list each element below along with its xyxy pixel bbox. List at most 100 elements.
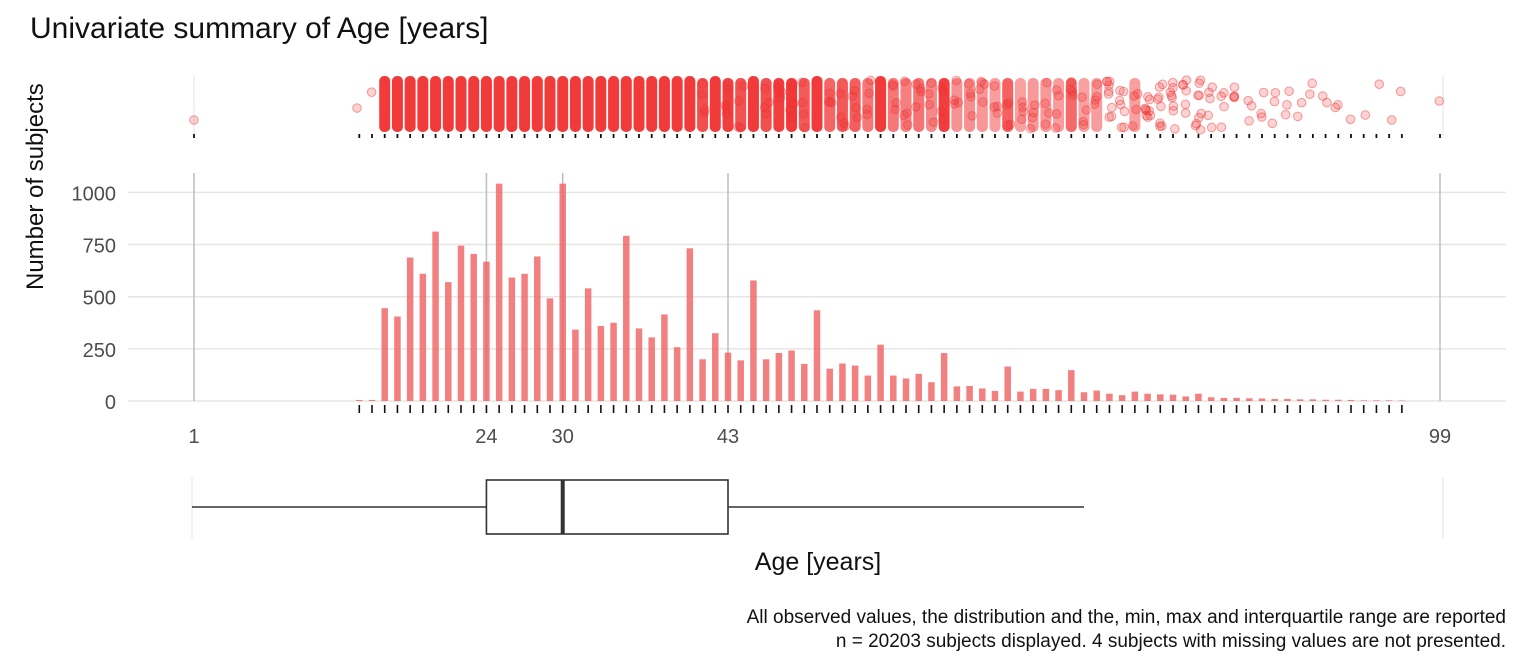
jitter-point bbox=[916, 86, 926, 97]
jitter-point bbox=[721, 103, 731, 113]
jitter-point bbox=[1090, 95, 1101, 105]
jitter-points bbox=[1078, 78, 1090, 132]
jitter-point bbox=[773, 79, 783, 89]
jitter-point bbox=[697, 89, 707, 100]
jitter-point bbox=[1154, 82, 1165, 92]
jitter-points bbox=[1129, 78, 1141, 132]
jitter-point bbox=[965, 88, 976, 99]
histogram-bar bbox=[470, 253, 477, 401]
histogram-bar bbox=[1347, 399, 1355, 401]
jitter-points bbox=[722, 78, 734, 132]
jitter-point bbox=[759, 102, 770, 113]
jitter-point bbox=[1305, 89, 1315, 99]
jitter-point bbox=[1219, 101, 1229, 112]
jitter-point bbox=[1177, 79, 1188, 90]
jitter-point bbox=[1065, 84, 1076, 94]
jitter-point bbox=[1165, 87, 1176, 97]
y-tick-label: 0 bbox=[105, 392, 116, 414]
jitter-point bbox=[775, 92, 786, 103]
jitter-point bbox=[1194, 78, 1205, 88]
jitter-strip-panel bbox=[189, 75, 1445, 138]
jitter-point bbox=[824, 97, 835, 107]
jitter-point bbox=[1207, 82, 1218, 92]
histogram-bar bbox=[1233, 397, 1240, 401]
jitter-points bbox=[1014, 78, 1026, 132]
histogram-bar bbox=[966, 385, 973, 401]
y-tick-label: 250 bbox=[83, 340, 116, 362]
jitter-point bbox=[849, 85, 860, 96]
jitter-point bbox=[1170, 124, 1180, 134]
jitter-point bbox=[899, 110, 909, 121]
jitter-point bbox=[1092, 79, 1102, 90]
jitter-point bbox=[789, 98, 799, 109]
x-tick-label: 30 bbox=[552, 426, 574, 448]
jitter-point bbox=[1050, 123, 1061, 133]
jitter-point bbox=[1194, 90, 1204, 101]
jitter-points bbox=[1002, 78, 1014, 132]
jitter-point bbox=[776, 87, 787, 97]
jitter-point bbox=[1101, 76, 1112, 87]
jitter-points bbox=[671, 76, 683, 132]
jitter-point bbox=[911, 79, 921, 89]
histogram-bar bbox=[1271, 398, 1278, 401]
jitter-point bbox=[1140, 104, 1151, 115]
jitter-point bbox=[1018, 102, 1028, 113]
jitter-points bbox=[989, 78, 1001, 132]
jitter-points bbox=[442, 76, 454, 132]
jitter-point bbox=[1128, 121, 1138, 131]
jitter-point bbox=[1229, 92, 1239, 103]
jitter-point bbox=[864, 88, 875, 99]
histogram-bar bbox=[661, 314, 668, 401]
jitter-point bbox=[764, 97, 774, 108]
jitter-point bbox=[1296, 97, 1307, 108]
jitter-point bbox=[798, 109, 809, 119]
histogram-bar bbox=[445, 282, 452, 401]
jitter-points bbox=[760, 78, 772, 132]
jitter-point bbox=[1204, 87, 1214, 98]
jitter-point bbox=[847, 91, 858, 101]
histogram-bar bbox=[1220, 397, 1228, 401]
jitter-point bbox=[989, 81, 1000, 91]
jitter-point bbox=[1168, 83, 1178, 93]
jitter-point bbox=[1191, 118, 1202, 129]
jitter-point bbox=[700, 104, 710, 115]
jitter-points bbox=[493, 76, 505, 132]
jitter-point bbox=[1107, 102, 1117, 113]
histogram-bar bbox=[839, 363, 846, 401]
jitter-point bbox=[1157, 121, 1167, 131]
histogram-bar bbox=[1131, 391, 1139, 401]
histogram-bar bbox=[737, 360, 744, 401]
histogram-bar bbox=[1093, 390, 1100, 401]
jitter-point bbox=[1044, 108, 1054, 118]
jitter-point bbox=[839, 118, 849, 128]
x-tick-label: 99 bbox=[1429, 426, 1451, 448]
jitter-point bbox=[1143, 91, 1153, 102]
jitter-point bbox=[1078, 116, 1089, 127]
jitter-point bbox=[1153, 94, 1163, 105]
histogram-bar bbox=[648, 337, 655, 401]
x-axis-label: Age [years] bbox=[754, 548, 882, 576]
jitter-point bbox=[1292, 111, 1303, 122]
jitter-point bbox=[1193, 90, 1203, 101]
histogram-bar bbox=[673, 347, 681, 401]
jitter-point bbox=[966, 92, 976, 102]
jitter-point bbox=[785, 105, 795, 115]
jitter-point bbox=[840, 121, 851, 132]
jitter-point bbox=[1181, 75, 1192, 85]
jitter-point bbox=[1051, 85, 1062, 95]
histogram-bar bbox=[1042, 388, 1050, 401]
histogram-bar bbox=[394, 316, 401, 401]
jitter-point bbox=[1284, 86, 1294, 97]
jitter-points bbox=[887, 78, 899, 132]
histogram-bar bbox=[368, 399, 376, 401]
jitter-point bbox=[1195, 124, 1206, 135]
histogram-bar bbox=[1017, 391, 1024, 401]
jitter-point bbox=[786, 113, 796, 123]
caption-line-2: n = 20203 subjects displayed. 4 subjects… bbox=[835, 631, 1506, 652]
jitter-point bbox=[992, 108, 1003, 118]
jitter-point bbox=[938, 86, 949, 97]
jitter-point bbox=[1168, 101, 1179, 111]
jitter-point bbox=[1216, 91, 1226, 102]
jitter-points bbox=[913, 78, 925, 132]
